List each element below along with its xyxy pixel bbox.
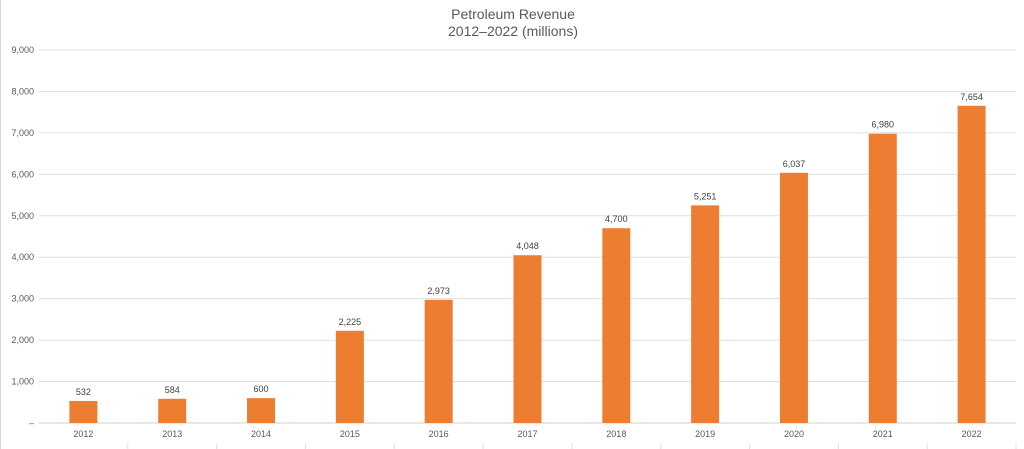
bar bbox=[868, 133, 897, 423]
data-label: 2,225 bbox=[339, 317, 362, 327]
bar bbox=[691, 205, 720, 423]
bar bbox=[424, 299, 453, 423]
y-tick-label: – bbox=[29, 418, 34, 428]
data-label: 532 bbox=[76, 387, 91, 397]
x-tick-label: 2012 bbox=[73, 429, 93, 439]
data-label: 2,973 bbox=[427, 286, 450, 296]
data-label: 4,048 bbox=[516, 241, 539, 251]
y-tick-label: 1,000 bbox=[11, 377, 34, 387]
data-label: 5,251 bbox=[694, 191, 717, 201]
y-tick-label: 4,000 bbox=[11, 252, 34, 262]
x-tick-label: 2020 bbox=[784, 429, 804, 439]
chart-title: Petroleum Revenue bbox=[451, 6, 575, 22]
y-tick-label: 9,000 bbox=[11, 45, 34, 55]
x-tick-label: 2018 bbox=[606, 429, 626, 439]
data-label: 584 bbox=[165, 385, 180, 395]
data-label: 6,980 bbox=[872, 120, 895, 130]
bar bbox=[69, 400, 98, 423]
bar bbox=[513, 255, 542, 423]
x-tick-label: 2016 bbox=[429, 429, 449, 439]
data-label: 7,654 bbox=[960, 92, 983, 102]
chart-subtitle: 2012–2022 (millions) bbox=[448, 23, 578, 39]
bar bbox=[602, 228, 631, 423]
y-tick-label: 5,000 bbox=[11, 211, 34, 221]
x-tick-label: 2022 bbox=[962, 429, 982, 439]
bar bbox=[247, 398, 276, 423]
x-tick-label: 2015 bbox=[340, 429, 360, 439]
data-label: 6,037 bbox=[783, 159, 806, 169]
y-tick-label: 3,000 bbox=[11, 294, 34, 304]
bar bbox=[158, 398, 187, 423]
y-tick-label: 6,000 bbox=[11, 169, 34, 179]
x-tick-label: 2017 bbox=[517, 429, 537, 439]
x-tick-label: 2013 bbox=[162, 429, 182, 439]
data-label: 600 bbox=[254, 384, 269, 394]
bar bbox=[335, 330, 364, 423]
x-tick-label: 2019 bbox=[695, 429, 715, 439]
x-tick-label: 2014 bbox=[251, 429, 271, 439]
y-tick-label: 8,000 bbox=[11, 86, 34, 96]
bar bbox=[957, 105, 986, 423]
x-tick-label: 2021 bbox=[873, 429, 893, 439]
bar bbox=[779, 172, 808, 423]
y-tick-label: 2,000 bbox=[11, 335, 34, 345]
y-tick-label: 7,000 bbox=[11, 128, 34, 138]
data-label: 4,700 bbox=[605, 214, 628, 224]
